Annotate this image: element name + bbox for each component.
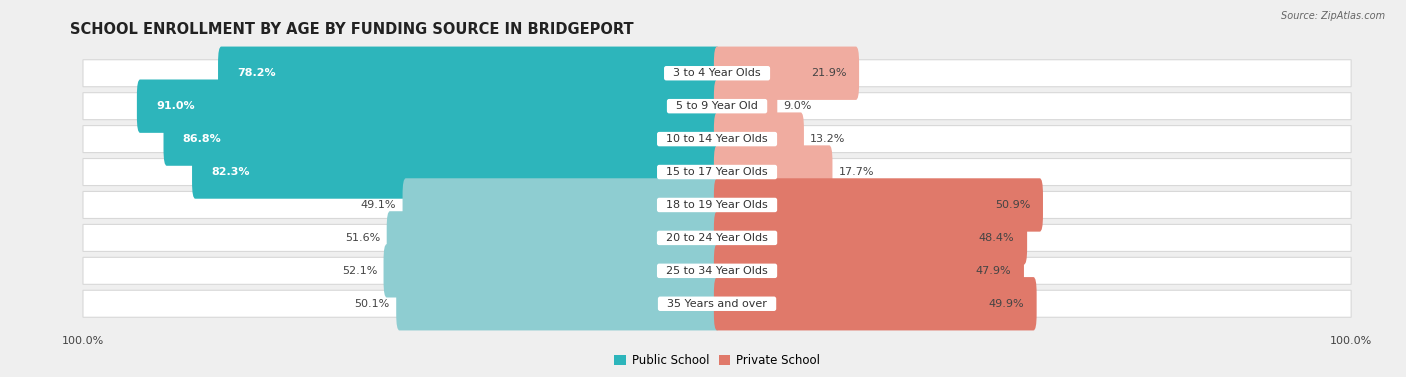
FancyBboxPatch shape bbox=[83, 126, 1351, 153]
FancyBboxPatch shape bbox=[218, 46, 720, 100]
Text: Source: ZipAtlas.com: Source: ZipAtlas.com bbox=[1281, 11, 1385, 21]
FancyBboxPatch shape bbox=[193, 146, 720, 199]
FancyBboxPatch shape bbox=[83, 290, 1351, 317]
Text: 82.3%: 82.3% bbox=[211, 167, 250, 177]
FancyBboxPatch shape bbox=[83, 60, 1351, 87]
FancyBboxPatch shape bbox=[387, 211, 720, 265]
FancyBboxPatch shape bbox=[714, 46, 859, 100]
FancyBboxPatch shape bbox=[83, 159, 1351, 185]
FancyBboxPatch shape bbox=[714, 80, 778, 133]
Text: 47.9%: 47.9% bbox=[976, 266, 1011, 276]
Text: 5 to 9 Year Old: 5 to 9 Year Old bbox=[669, 101, 765, 111]
Text: 50.1%: 50.1% bbox=[354, 299, 389, 309]
Text: 50.9%: 50.9% bbox=[995, 200, 1031, 210]
Text: 78.2%: 78.2% bbox=[238, 68, 276, 78]
FancyBboxPatch shape bbox=[83, 224, 1351, 251]
Legend: Public School, Private School: Public School, Private School bbox=[609, 349, 825, 372]
Text: 20 to 24 Year Olds: 20 to 24 Year Olds bbox=[659, 233, 775, 243]
Text: 13.2%: 13.2% bbox=[810, 134, 845, 144]
Text: 18 to 19 Year Olds: 18 to 19 Year Olds bbox=[659, 200, 775, 210]
FancyBboxPatch shape bbox=[714, 277, 1036, 331]
Text: 3 to 4 Year Olds: 3 to 4 Year Olds bbox=[666, 68, 768, 78]
FancyBboxPatch shape bbox=[714, 146, 832, 199]
FancyBboxPatch shape bbox=[83, 93, 1351, 120]
FancyBboxPatch shape bbox=[163, 112, 720, 166]
Text: 25 to 34 Year Olds: 25 to 34 Year Olds bbox=[659, 266, 775, 276]
FancyBboxPatch shape bbox=[83, 257, 1351, 284]
FancyBboxPatch shape bbox=[83, 192, 1351, 218]
Text: 49.1%: 49.1% bbox=[361, 200, 396, 210]
Text: 51.6%: 51.6% bbox=[344, 233, 381, 243]
Text: 35 Years and over: 35 Years and over bbox=[661, 299, 773, 309]
Text: 86.8%: 86.8% bbox=[183, 134, 221, 144]
FancyBboxPatch shape bbox=[714, 178, 1043, 231]
Text: 9.0%: 9.0% bbox=[783, 101, 813, 111]
Text: 17.7%: 17.7% bbox=[839, 167, 875, 177]
FancyBboxPatch shape bbox=[396, 277, 720, 331]
Text: 52.1%: 52.1% bbox=[342, 266, 377, 276]
FancyBboxPatch shape bbox=[714, 112, 804, 166]
Text: 10 to 14 Year Olds: 10 to 14 Year Olds bbox=[659, 134, 775, 144]
Text: SCHOOL ENROLLMENT BY AGE BY FUNDING SOURCE IN BRIDGEPORT: SCHOOL ENROLLMENT BY AGE BY FUNDING SOUR… bbox=[70, 22, 634, 37]
FancyBboxPatch shape bbox=[384, 244, 720, 297]
Text: 91.0%: 91.0% bbox=[156, 101, 194, 111]
FancyBboxPatch shape bbox=[136, 80, 720, 133]
Text: 49.9%: 49.9% bbox=[988, 299, 1024, 309]
Text: 15 to 17 Year Olds: 15 to 17 Year Olds bbox=[659, 167, 775, 177]
FancyBboxPatch shape bbox=[714, 211, 1028, 265]
FancyBboxPatch shape bbox=[714, 244, 1024, 297]
Text: 21.9%: 21.9% bbox=[811, 68, 846, 78]
Text: 48.4%: 48.4% bbox=[979, 233, 1015, 243]
FancyBboxPatch shape bbox=[402, 178, 720, 231]
